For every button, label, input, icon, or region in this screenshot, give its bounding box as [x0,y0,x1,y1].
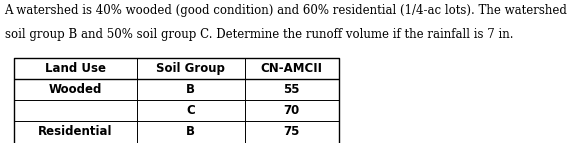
Text: C: C [186,104,195,117]
Text: 70: 70 [283,104,300,117]
Text: Land Use: Land Use [45,62,106,75]
Text: Wooded: Wooded [49,83,102,96]
Text: Residential: Residential [38,126,113,138]
Text: Soil Group: Soil Group [156,62,225,75]
Text: 75: 75 [283,126,300,138]
Text: CN-AMCII: CN-AMCII [261,62,323,75]
Text: 55: 55 [283,83,300,96]
Text: B: B [186,83,195,96]
Text: A watershed is 40% wooded (good condition) and 60% residential (1/4-ac lots). Th: A watershed is 40% wooded (good conditio… [5,4,569,17]
Text: B: B [186,126,195,138]
Text: soil group B and 50% soil group C. Determine the runoff volume if the rainfall i: soil group B and 50% soil group C. Deter… [5,28,513,41]
